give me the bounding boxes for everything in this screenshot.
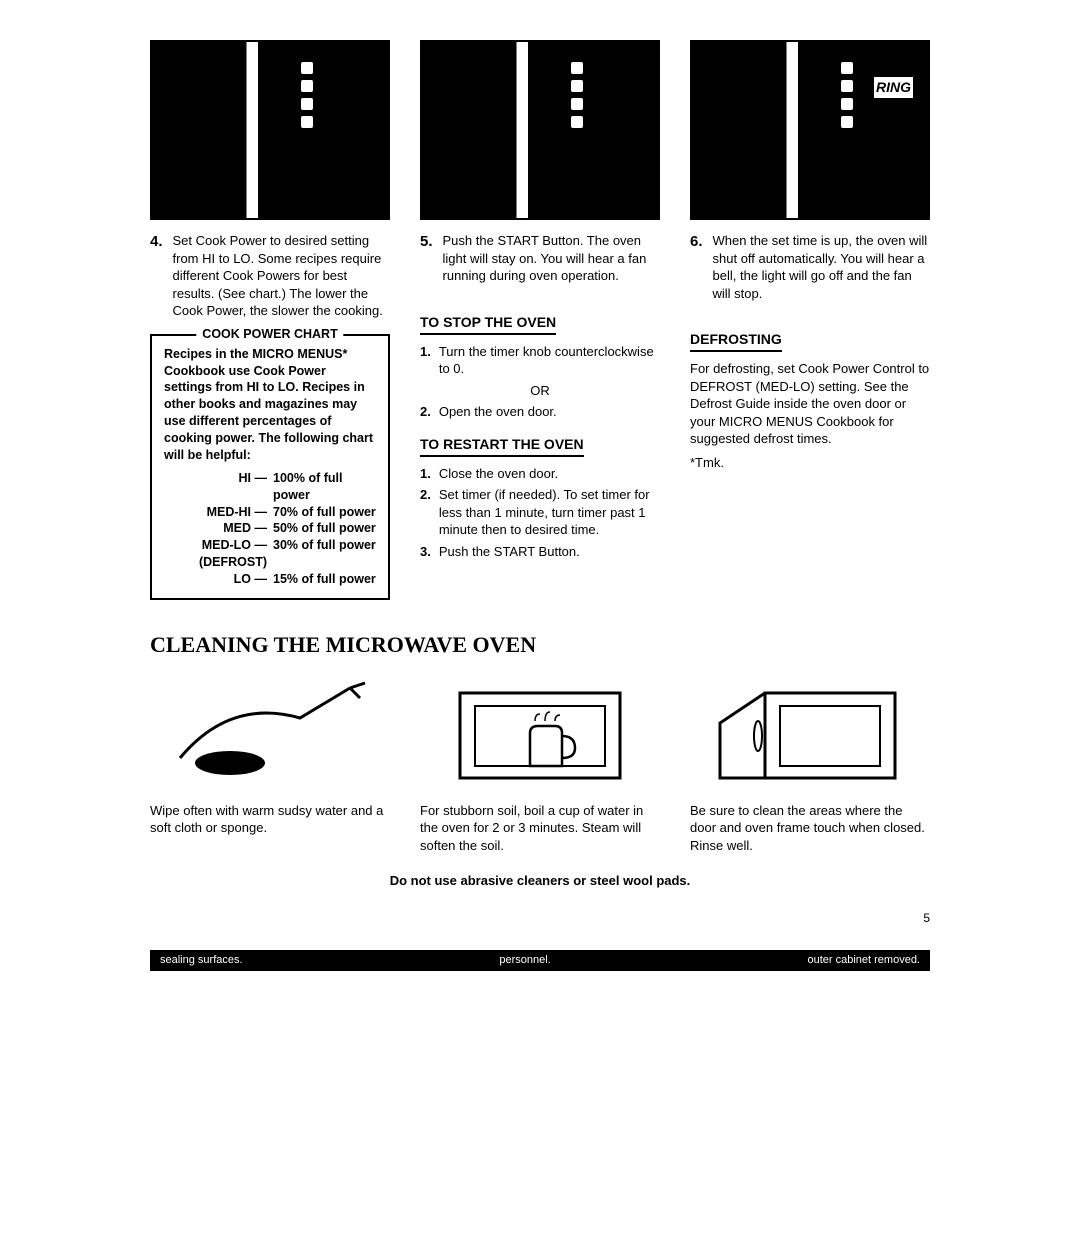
restart-section: TO RESTART THE OVEN 1.Close the oven doo… bbox=[420, 435, 660, 561]
step-4: 4. Set Cook Power to desired setting fro… bbox=[150, 232, 390, 320]
step-5: 5. Push the START Button. The oven light… bbox=[420, 232, 660, 285]
defrost-body: For defrosting, set Cook Power Control t… bbox=[690, 360, 930, 448]
clean-tip: Be sure to clean the areas where the doo… bbox=[690, 802, 930, 855]
step-text: When the set time is up, the oven will s… bbox=[713, 232, 930, 302]
tmk-note: *Tmk. bbox=[690, 454, 930, 472]
footer-right: outer cabinet removed. bbox=[807, 953, 920, 968]
clean-illustration-door bbox=[690, 678, 930, 788]
step-4-col: 4. Set Cook Power to desired setting fro… bbox=[150, 40, 390, 600]
cleaning-row: Wipe often with warm sudsy water and a s… bbox=[150, 678, 930, 855]
stop-list: 1.Turn the timer knob counterclockwise t… bbox=[420, 343, 660, 421]
or-text: OR bbox=[420, 382, 660, 400]
chart-row: LO —15% of full power bbox=[164, 571, 376, 588]
restart-heading: TO RESTART THE OVEN bbox=[420, 435, 584, 457]
cook-power-chart: COOK POWER CHART Recipes in the MICRO ME… bbox=[150, 334, 390, 600]
restart-list: 1.Close the oven door. 2.Set timer (if n… bbox=[420, 465, 660, 561]
list-item: 3.Push the START Button. bbox=[420, 543, 660, 561]
step-5-col: 5. Push the START Button. The oven light… bbox=[420, 40, 660, 600]
step-num: 4. bbox=[150, 232, 163, 320]
top-steps-row: 4. Set Cook Power to desired setting fro… bbox=[150, 40, 930, 600]
step-4-illustration bbox=[150, 40, 390, 220]
footer-left: sealing surfaces. bbox=[160, 953, 243, 968]
defrost-section: DEFROSTING For defrosting, set Cook Powe… bbox=[690, 330, 930, 471]
defrost-heading: DEFROSTING bbox=[690, 330, 782, 352]
step-num: 5. bbox=[420, 232, 433, 285]
chart-row: MED-HI —70% of full power bbox=[164, 504, 376, 521]
cleaning-heading: CLEANING THE MICROWAVE OVEN bbox=[150, 630, 930, 660]
cleaning-warning: Do not use abrasive cleaners or steel wo… bbox=[150, 872, 930, 890]
stop-heading: TO STOP THE OVEN bbox=[420, 313, 556, 335]
clean-col-3: Be sure to clean the areas where the doo… bbox=[690, 678, 930, 855]
chart-title: COOK POWER CHART bbox=[196, 326, 343, 343]
chart-row: MED-LO — (DEFROST)30% of full power bbox=[164, 537, 376, 571]
step-6-illustration: RING bbox=[690, 40, 930, 220]
clean-tip: Wipe often with warm sudsy water and a s… bbox=[150, 802, 390, 837]
list-item: 2.Set timer (if needed). To set timer fo… bbox=[420, 486, 660, 539]
clean-col-2: For stubborn soil, boil a cup of water i… bbox=[420, 678, 660, 855]
step-text: Set Cook Power to desired setting from H… bbox=[173, 232, 390, 320]
step-num: 6. bbox=[690, 232, 703, 302]
clean-col-1: Wipe often with warm sudsy water and a s… bbox=[150, 678, 390, 855]
page-number: 5 bbox=[150, 910, 930, 926]
chart-intro: Recipes in the MICRO MENUS* Cookbook use… bbox=[164, 346, 376, 464]
step-text: Push the START Button. The oven light wi… bbox=[443, 232, 660, 285]
step-6-col: RING 6. When the set time is up, the ove… bbox=[690, 40, 930, 600]
clean-illustration-wipe bbox=[150, 678, 390, 788]
list-item: 1.Turn the timer knob counterclockwise t… bbox=[420, 343, 660, 378]
chart-row: MED —50% of full power bbox=[164, 520, 376, 537]
step-5-illustration bbox=[420, 40, 660, 220]
clean-illustration-boil bbox=[420, 678, 660, 788]
stop-section: TO STOP THE OVEN 1.Turn the timer knob c… bbox=[420, 313, 660, 421]
clean-tip: For stubborn soil, boil a cup of water i… bbox=[420, 802, 660, 855]
chart-row: HI —100% of full power bbox=[164, 470, 376, 504]
list-item: 2.Open the oven door. bbox=[420, 403, 660, 421]
footer-mid: personnel. bbox=[499, 953, 550, 968]
chart-rows: HI —100% of full power MED-HI —70% of fu… bbox=[164, 470, 376, 588]
ring-label: RING bbox=[874, 77, 913, 98]
footer-strip: sealing surfaces. personnel. outer cabin… bbox=[150, 950, 930, 971]
list-item: 1.Close the oven door. bbox=[420, 465, 660, 483]
step-6: 6. When the set time is up, the oven wil… bbox=[690, 232, 930, 302]
